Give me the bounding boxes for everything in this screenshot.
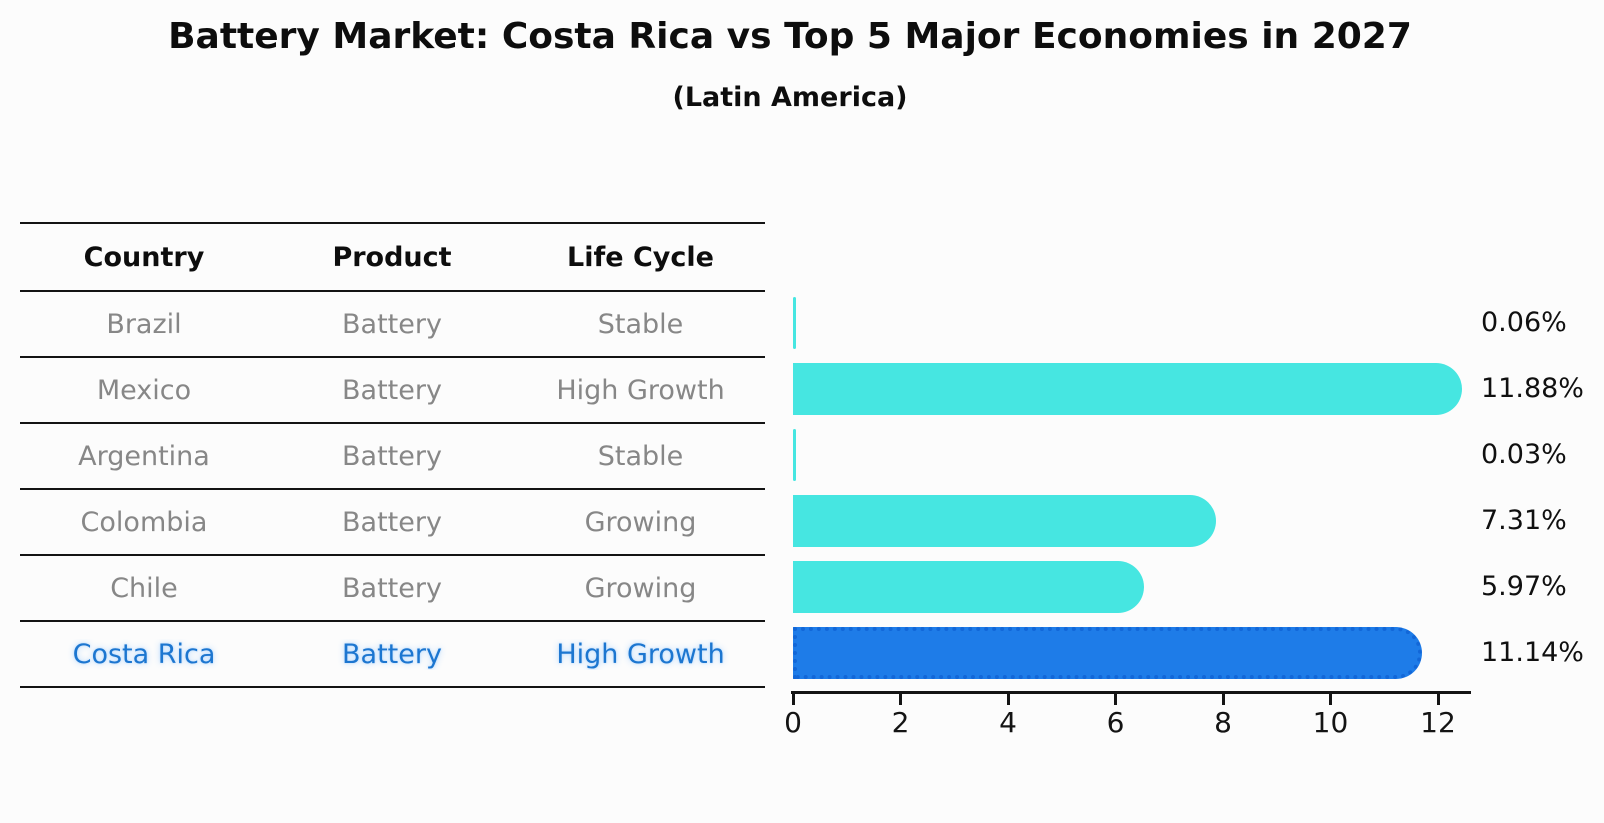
bar-chile	[793, 561, 1144, 613]
table-row-brazil: Brazil Battery Stable	[20, 292, 765, 358]
cell-life-cycle: Growing	[584, 506, 697, 538]
cell-product: Battery	[342, 374, 442, 406]
cell-product: Battery	[342, 440, 442, 472]
bar-costa-rica	[793, 627, 1422, 679]
table-row-colombia: Colombia Battery Growing	[20, 490, 765, 556]
cell-product: Battery	[342, 638, 442, 670]
chart-title: Battery Market: Costa Rica vs Top 5 Majo…	[168, 16, 1412, 57]
table-header-row: Country Product Life Cycle	[20, 224, 765, 292]
cell-country: Argentina	[78, 440, 210, 472]
cell-country: Mexico	[96, 374, 192, 406]
cell-life-cycle: High Growth	[556, 638, 725, 670]
table-row-costa-rica: Costa Rica Battery High Growth	[20, 622, 765, 688]
x-tick-mark-4	[1006, 693, 1010, 705]
value-label-colombia: 7.31%	[1481, 505, 1567, 536]
cell-country: Brazil	[106, 308, 182, 340]
x-tick-mark-0	[791, 693, 795, 705]
cell-product: Battery	[342, 308, 442, 340]
table-row-mexico: Mexico Battery High Growth	[20, 358, 765, 424]
value-label-costa-rica: 11.14%	[1481, 637, 1584, 668]
table-row-argentina: Argentina Battery Stable	[20, 424, 765, 490]
bar-colombia	[793, 495, 1216, 547]
x-tick-mark-10	[1329, 693, 1332, 705]
table-header-product: Product	[332, 241, 452, 273]
x-tick-mark-8	[1221, 693, 1225, 705]
x-tick-label-12: 12	[1420, 706, 1456, 739]
x-tick-label-4: 4	[999, 706, 1017, 739]
x-tick-label-2: 2	[891, 706, 910, 739]
value-label-mexico: 11.88%	[1481, 373, 1584, 404]
table-header-country: Country	[83, 241, 205, 273]
cell-life-cycle: Growing	[584, 572, 697, 604]
cell-life-cycle: Stable	[597, 440, 684, 472]
value-label-brazil: 0.06%	[1481, 307, 1567, 338]
x-tick-mark-2	[899, 693, 902, 705]
x-axis-line	[791, 691, 1471, 694]
cell-product: Battery	[342, 506, 442, 538]
cell-country: Colombia	[80, 506, 208, 538]
x-tick-label-10: 10	[1312, 706, 1349, 739]
chart-subtitle: (Latin America)	[672, 82, 908, 113]
table-body: Brazil Battery Stable Mexico Battery High Gro…	[20, 292, 765, 688]
x-tick-label-6: 6	[1106, 706, 1125, 739]
x-tick-label-0: 0	[784, 706, 802, 739]
cell-product: Battery	[342, 572, 442, 604]
table-row-chile: Chile Battery Growing	[20, 556, 765, 622]
table-header-life-cycle: Life Cycle	[567, 241, 714, 273]
cell-life-cycle: High Growth	[556, 374, 725, 406]
x-tick-label-8: 8	[1214, 706, 1232, 739]
bar-mexico	[793, 363, 1462, 415]
value-label-argentina: 0.03%	[1481, 439, 1567, 470]
country-table: Country Product Life Cycle Brazil Battery…	[20, 222, 765, 688]
value-label-chile: 5.97%	[1481, 571, 1567, 602]
cell-country: Costa Rica	[72, 638, 216, 670]
cell-life-cycle: Stable	[597, 308, 684, 340]
cell-country: Chile	[110, 572, 178, 604]
x-tick-mark-6	[1114, 693, 1117, 705]
bar-argentina	[793, 429, 796, 481]
bar-brazil	[793, 297, 796, 349]
x-tick-mark-12	[1436, 693, 1440, 705]
